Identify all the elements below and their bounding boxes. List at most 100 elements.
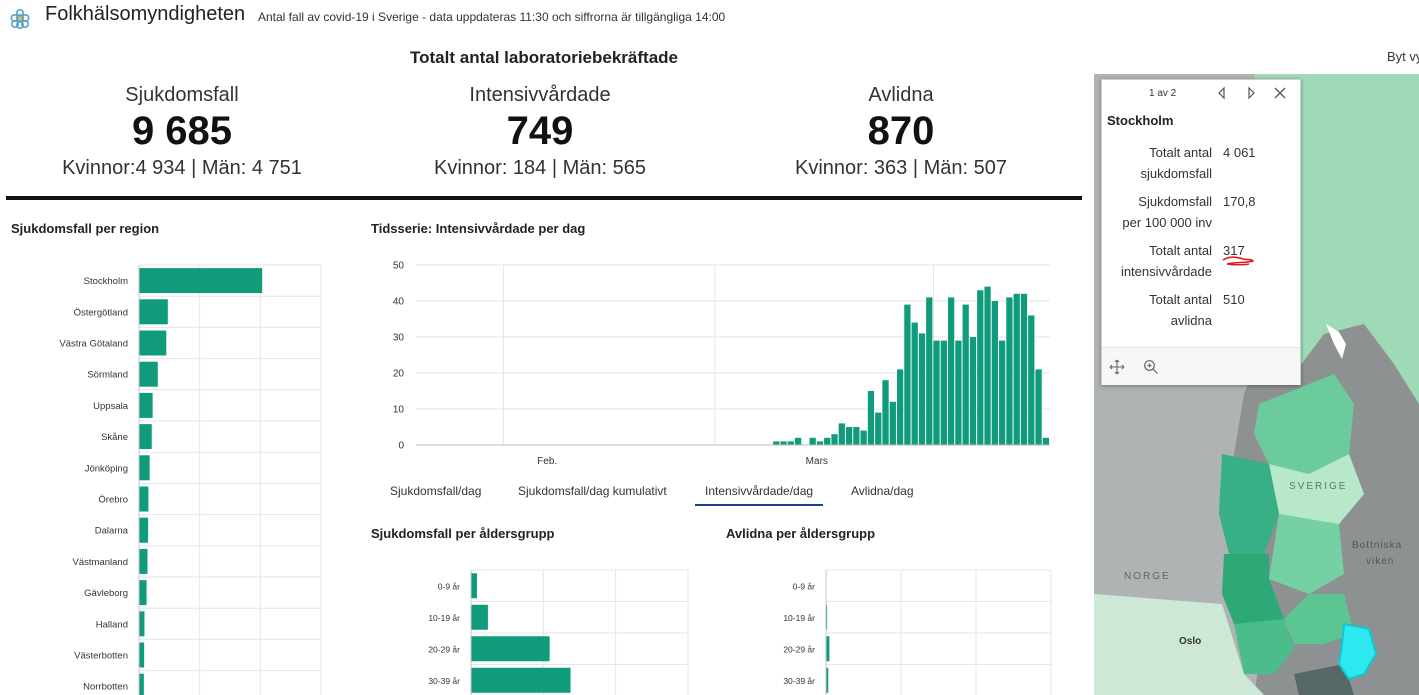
bar bbox=[882, 380, 889, 445]
bar bbox=[139, 330, 167, 356]
bar bbox=[889, 401, 896, 445]
bar bbox=[139, 268, 263, 294]
region-vasternorrland bbox=[1269, 454, 1364, 534]
bar bbox=[969, 337, 977, 445]
bar bbox=[926, 297, 933, 445]
bar bbox=[962, 304, 969, 445]
label-oslo: Oslo bbox=[1179, 636, 1201, 647]
region-jamtland bbox=[1219, 454, 1279, 554]
popup-footer bbox=[1102, 347, 1300, 385]
dashboard-subtitle: Antal fall av covid-19 i Sverige - data … bbox=[258, 10, 726, 24]
bar bbox=[471, 667, 571, 693]
totals-title: Totalt antal laboratoriebekräftade bbox=[410, 48, 678, 67]
bar bbox=[139, 642, 145, 668]
triangle-left-icon[interactable] bbox=[1214, 85, 1230, 101]
x-tick-label: Feb. bbox=[537, 456, 557, 467]
bar bbox=[838, 423, 845, 445]
bar bbox=[471, 636, 550, 662]
stat-icu: Intensivvårdade 749 Kvinnor: 184 | Män: … bbox=[370, 82, 710, 181]
category-label: Gävleborg bbox=[84, 588, 128, 599]
popup-key-line2: per 100 000 inv bbox=[1122, 215, 1212, 230]
agency-logo-icon bbox=[7, 6, 33, 32]
tab-icu-per-day[interactable]: Intensivvårdade/dag bbox=[695, 482, 824, 506]
bar bbox=[826, 667, 829, 693]
bar bbox=[933, 340, 940, 445]
section-divider bbox=[6, 196, 1082, 200]
popup-value: 317 bbox=[1223, 243, 1245, 258]
bar bbox=[139, 455, 150, 481]
stat-cases-value: 9 685 bbox=[131, 109, 233, 153]
popup-value: 170,8 bbox=[1223, 194, 1256, 209]
bar bbox=[867, 391, 875, 445]
category-label: Sörmland bbox=[87, 370, 128, 381]
stat-deaths-split: Kvinnor: 363 | Män: 507 bbox=[795, 157, 1007, 179]
bar bbox=[977, 290, 984, 445]
bar bbox=[845, 427, 853, 445]
category-label: Norrbotten bbox=[83, 682, 128, 693]
category-label: Västerbotten bbox=[74, 651, 128, 662]
category-label: 10-19 år bbox=[783, 613, 815, 623]
bar bbox=[139, 392, 153, 418]
region-uppsala bbox=[1284, 594, 1354, 644]
bar bbox=[787, 441, 794, 445]
popup-key-line1: Sjukdomsfall bbox=[1138, 194, 1212, 209]
tab-cases-per-day[interactable]: Sjukdomsfall/dag bbox=[390, 484, 482, 498]
bar bbox=[139, 486, 149, 512]
y-tick-label: 0 bbox=[398, 441, 404, 452]
popup-key-line2: sjukdomsfall bbox=[1140, 166, 1212, 181]
region-stockholm-selected[interactable] bbox=[1337, 622, 1378, 681]
category-label: Stockholm bbox=[84, 276, 128, 287]
region-bar-chart: Stockholm Östergötland Västra Götaland Sörm… bbox=[59, 264, 322, 695]
bar bbox=[139, 299, 168, 325]
bar bbox=[139, 517, 149, 543]
bar bbox=[794, 437, 802, 445]
x-tick-label: Mars bbox=[806, 456, 828, 467]
bar bbox=[809, 437, 816, 445]
switch-view-link[interactable]: Byt vy bbox=[1387, 49, 1419, 64]
stat-icu-label: Intensivvårdade bbox=[469, 84, 611, 106]
category-label: Uppsala bbox=[93, 401, 129, 412]
region-gavleborg bbox=[1269, 514, 1344, 594]
bar bbox=[918, 333, 926, 445]
y-tick-label: 40 bbox=[393, 297, 405, 308]
stat-icu-split: Kvinnor: 184 | Män: 565 bbox=[434, 157, 646, 179]
y-tick-label: 20 bbox=[393, 369, 405, 380]
map-popup: 1 av 2 Stockholm Totalt antal sjukdomsfal… bbox=[1101, 79, 1301, 385]
bar bbox=[853, 427, 860, 445]
region-dalarna bbox=[1222, 554, 1284, 634]
triangle-right-icon[interactable] bbox=[1243, 85, 1259, 101]
bar bbox=[1006, 297, 1013, 445]
norway-south bbox=[1094, 594, 1264, 695]
move-icon[interactable] bbox=[1109, 359, 1125, 375]
bar bbox=[1028, 315, 1035, 445]
zoom-in-icon[interactable] bbox=[1143, 359, 1159, 375]
stat-deaths-value: 870 bbox=[867, 109, 935, 153]
tab-cases-cumulative[interactable]: Sjukdomsfall/dag kumulativt bbox=[518, 484, 667, 498]
stat-cases-label: Sjukdomsfall bbox=[125, 84, 239, 106]
age-deaths-bar-chart: 0-9 år 10-19 år 20-29 år 30-39 år bbox=[783, 569, 1052, 695]
icu-timeseries-chart: 0 10 20 30 40 50 Feb. Mars bbox=[393, 261, 1050, 467]
y-tick-label: 30 bbox=[393, 333, 405, 344]
bar bbox=[816, 441, 824, 445]
popup-key-line1: Totalt antal bbox=[1149, 292, 1212, 307]
bar bbox=[991, 301, 998, 445]
red-scribble-annotation bbox=[1222, 256, 1255, 266]
label-sweden: SVERIGE bbox=[1289, 481, 1347, 492]
bar bbox=[911, 322, 918, 445]
baltic-sea bbox=[1364, 644, 1419, 695]
close-icon[interactable] bbox=[1272, 85, 1288, 101]
category-label: 20-29 år bbox=[783, 644, 815, 654]
category-label: 0-9 år bbox=[793, 581, 815, 591]
bar bbox=[1020, 293, 1028, 445]
region-vasterbotten bbox=[1254, 374, 1354, 474]
label-bothnia-line2: viken bbox=[1366, 556, 1394, 567]
bar bbox=[824, 437, 831, 445]
bar bbox=[780, 441, 787, 445]
age-cases-bar-chart: 0-9 år 10-19 år 20-29 år 30-39 år bbox=[428, 569, 689, 695]
category-label: 30-39 år bbox=[783, 676, 815, 686]
popup-key-line1: Totalt antal bbox=[1149, 145, 1212, 160]
tab-deaths-per-day[interactable]: Avlidna/dag bbox=[851, 484, 914, 498]
category-label: Dalarna bbox=[95, 526, 129, 537]
category-label: Halland bbox=[96, 619, 128, 630]
popup-key-line1: Totalt antal bbox=[1149, 243, 1212, 258]
